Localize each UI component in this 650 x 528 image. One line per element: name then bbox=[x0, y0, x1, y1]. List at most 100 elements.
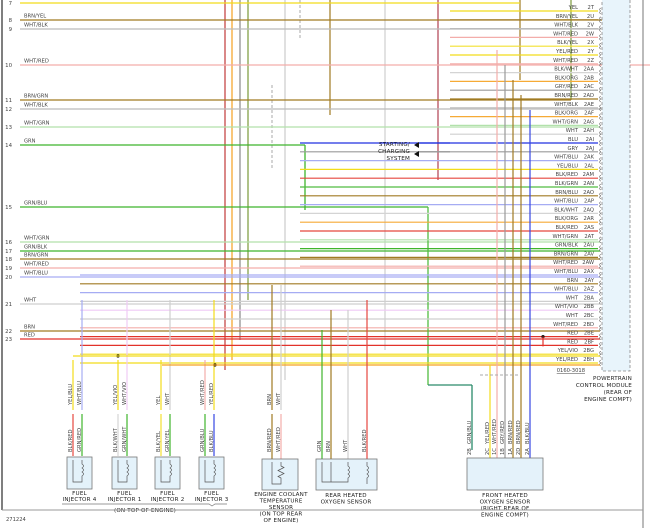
injector-name: INJECTOR 3 bbox=[195, 497, 229, 503]
fuel-injector-box bbox=[154, 456, 181, 490]
wire-label: YEL bbox=[156, 396, 162, 406]
connector-pin-icon bbox=[599, 333, 602, 340]
pcm-wire-label: BLK/RED bbox=[556, 225, 578, 231]
front-o2-label: FRONT HEATED bbox=[482, 493, 528, 499]
coolant-sensor-box bbox=[261, 458, 299, 491]
injector-name: FUEL bbox=[72, 491, 87, 497]
wire-label: YEL/BLU bbox=[68, 384, 74, 406]
pcm-wire-label: WHT/RED bbox=[553, 31, 578, 37]
wire-color-label: BRN/YEL bbox=[24, 14, 46, 20]
wire-number: 18 bbox=[5, 257, 12, 263]
connector-pin-icon bbox=[599, 236, 602, 244]
connector-pin-icon bbox=[599, 210, 602, 217]
connector-pin-icon bbox=[599, 271, 602, 279]
wire-label: GRN/WHT bbox=[122, 426, 128, 452]
pcm-pin-label: 2AN bbox=[583, 181, 594, 187]
front-o2-sensor-box bbox=[466, 457, 544, 491]
front-o2-label: ENGINE COMPT) bbox=[481, 513, 529, 519]
fuel-injector-box bbox=[111, 456, 138, 490]
connector-pin-icon bbox=[599, 139, 602, 147]
wire-label: WHT/BLU bbox=[77, 381, 83, 405]
wire-label: BRN bbox=[326, 441, 332, 452]
wire-color-label: WHT bbox=[24, 298, 37, 304]
pcm-pin-label: 2BC bbox=[584, 313, 595, 319]
pcm-pin-label: 2AI bbox=[586, 137, 595, 143]
wire-label: BRN/RED bbox=[516, 420, 522, 444]
pcm-wire-label: WHT/GRN bbox=[553, 119, 579, 125]
wire-color-label: GRN/BLK bbox=[24, 245, 48, 251]
pcm-wire-label: WHT/BLK bbox=[554, 102, 578, 108]
pcm-wire-label: WHT/BLK bbox=[554, 23, 578, 29]
pcm-pin-label: 2AB bbox=[584, 75, 595, 81]
pcm-pin-label: 2Z bbox=[587, 58, 594, 64]
connector-pin-icon bbox=[599, 306, 602, 314]
pcm-wire-label: WHT bbox=[566, 295, 579, 301]
pcm-wire-label: BRN bbox=[567, 278, 578, 284]
pcm-wire-label: RED bbox=[567, 331, 578, 337]
coil-icon bbox=[160, 460, 172, 483]
injector-name: INJECTOR 4 bbox=[63, 497, 97, 503]
wire-label: BRN/RED bbox=[508, 420, 514, 444]
fuel-injector-box bbox=[198, 456, 225, 490]
wire-color-label: GRN/BLU bbox=[24, 201, 47, 207]
connector-pin-icon bbox=[599, 86, 602, 94]
pcm-pin-label: 2BF bbox=[584, 339, 594, 345]
pcm-wire-label: YEL/BLU bbox=[556, 163, 578, 169]
pcm-wire-label: YEL/RED bbox=[555, 49, 578, 55]
coil-icon bbox=[72, 460, 84, 483]
pcm-wire-label: WHT/BLU bbox=[554, 199, 578, 205]
wire-number: 9 bbox=[9, 27, 13, 33]
pcm-wire-label: WHT/VIO bbox=[555, 304, 578, 310]
pcm-pin-label: 2V bbox=[587, 23, 594, 29]
wire-number: 8 bbox=[9, 18, 13, 24]
figure-id: 271224 bbox=[6, 517, 27, 523]
pcm-pin-label: 2AZ bbox=[584, 287, 595, 293]
wire-number: 17 bbox=[5, 249, 12, 255]
pcm-pin-label: 2BD bbox=[583, 322, 594, 328]
wire-label: WHT/VIO bbox=[122, 382, 128, 405]
pcm-pin-label: 2AX bbox=[584, 269, 595, 275]
wire-label: GRN/BLU bbox=[200, 429, 206, 452]
pcm-wire-label: WHT/RED bbox=[553, 58, 578, 64]
coil-icon bbox=[117, 460, 129, 483]
pcm-pin-label: 2X bbox=[587, 40, 594, 46]
pin-number: 1C bbox=[492, 448, 498, 455]
pcm-pin-label: 2U bbox=[587, 14, 594, 20]
injector-name: FUEL bbox=[204, 491, 219, 497]
wire-color-label: BRN/GRN bbox=[24, 253, 48, 259]
pcm-pin-label: 2AD bbox=[583, 93, 594, 99]
pcm-wire-label: YEL/VIO bbox=[557, 348, 578, 354]
injector-location: (ON TOP OF ENGINE) bbox=[114, 508, 176, 514]
wire-number: 7 bbox=[9, 1, 12, 7]
ect-sensor-label: OF ENGINE) bbox=[263, 518, 298, 524]
pcm-wire-label: BLU bbox=[568, 137, 578, 143]
pcm-pin-label: 2AY bbox=[584, 278, 594, 284]
pcm-wire-label: BLK/ORG bbox=[555, 75, 578, 81]
pin-number: 1A bbox=[508, 448, 514, 455]
wire-label: GRN/BLU bbox=[467, 421, 473, 444]
pcm-pin-label: 2BE bbox=[584, 331, 594, 337]
connector-pin-icon bbox=[599, 42, 602, 50]
pcm-wire-label: BLK/ORG bbox=[555, 216, 578, 222]
thermistor-icon bbox=[271, 462, 285, 485]
connector-pin-icon bbox=[599, 157, 602, 164]
pcm-wire-label: YEL/RED bbox=[555, 357, 578, 363]
connector-pin-icon bbox=[599, 69, 602, 76]
pcm-wire-label: WHT bbox=[566, 313, 579, 319]
pcm-pin-label: 2AT bbox=[584, 234, 594, 240]
pcm-wire-label: WHT/RED bbox=[553, 322, 578, 328]
pcm-pin-label: 2BA bbox=[584, 295, 595, 301]
connector-pin-icon bbox=[599, 16, 602, 24]
wire-label: WHT bbox=[276, 392, 282, 405]
wire-label: YEL/RED bbox=[209, 383, 215, 406]
wire-label: BLK/BLU bbox=[525, 422, 531, 444]
connector-pin-icon bbox=[599, 34, 602, 41]
connector-pin-icon bbox=[599, 289, 602, 296]
wire-color-label: WHT/RED bbox=[24, 59, 49, 65]
connector-pin-icon bbox=[599, 201, 602, 208]
pcm-pin-label: 2AQ bbox=[583, 207, 594, 213]
pcm-wire-label: BLK/YEL bbox=[557, 40, 578, 46]
pcm-pin-label: 2AH bbox=[583, 128, 594, 134]
fuel-injector-box bbox=[66, 456, 93, 490]
